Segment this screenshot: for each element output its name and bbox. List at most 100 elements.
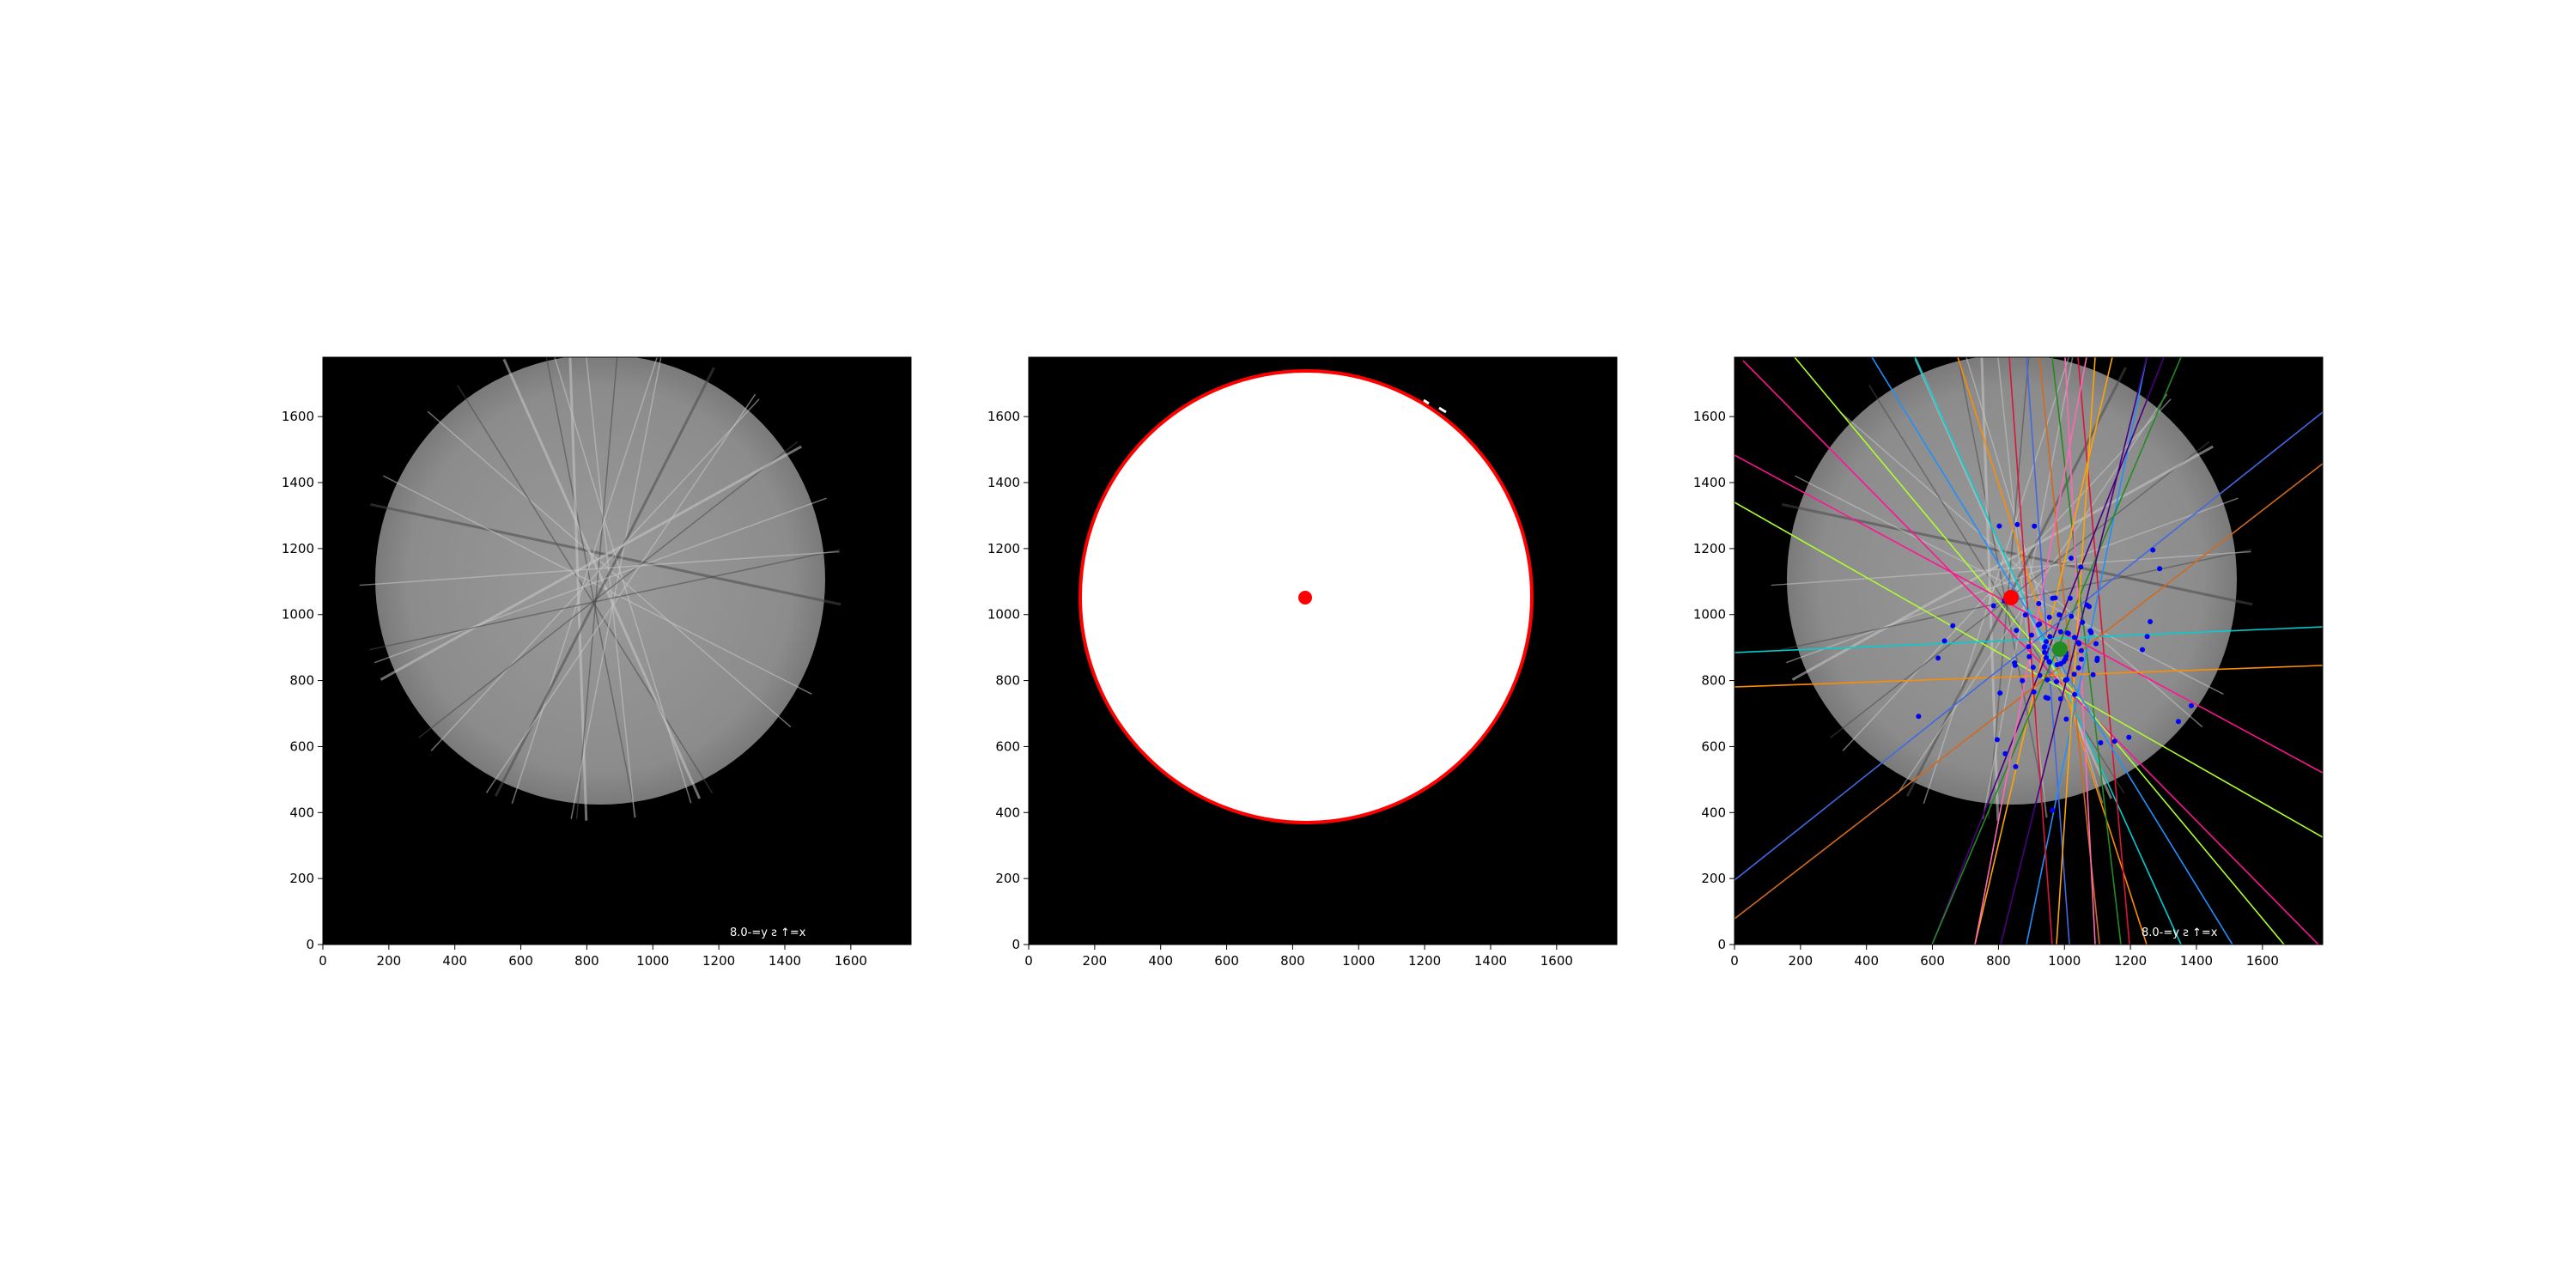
intersection-points <box>1916 521 2194 813</box>
green-center-marker <box>2052 641 2068 657</box>
intersection-point <box>2044 677 2050 683</box>
intersection-point <box>2031 689 2037 695</box>
detected-line <box>1871 357 2233 945</box>
intersection-point <box>2093 641 2099 647</box>
y-tick-label: 400 <box>995 805 1020 820</box>
y-tick-label: 800 <box>1701 673 1726 689</box>
intersection-point <box>1990 603 1996 609</box>
detected-line <box>2000 357 2148 945</box>
intersection-point <box>2057 612 2063 617</box>
panel-line-overlay: 8.0-=y ƨ ↑=x 0 200 400 600 800 1000 1200 1400 16… <box>1693 356 2324 969</box>
intersection-point <box>2076 641 2082 647</box>
x-tick-label: 600 <box>1214 953 1239 969</box>
y-tick-label: 600 <box>289 738 314 754</box>
detected-lines <box>1735 357 2323 945</box>
intersection-point <box>2087 604 2092 610</box>
intersection-point <box>2043 695 2049 701</box>
y-tick-label: 400 <box>1701 805 1726 820</box>
y-tick-label: 1400 <box>282 475 314 490</box>
streak <box>430 398 760 751</box>
x-tick-label: 1200 <box>2114 953 2147 969</box>
streak <box>545 357 637 818</box>
intersection-point <box>2002 750 2008 756</box>
streak <box>1923 357 2070 805</box>
detected-line <box>1735 463 2323 920</box>
x-tick-label: 600 <box>508 953 533 969</box>
streak <box>1791 445 2214 681</box>
y-axis: 0 200 400 600 800 1000 1200 1400 1600 <box>1693 409 1735 952</box>
x-tick-label: 200 <box>1083 953 1108 969</box>
x-axis: 0 200 400 600 800 1000 1200 1400 1600 <box>1730 945 2279 969</box>
y-tick-label: 200 <box>289 871 314 886</box>
panel-grayscale: 8.0-=y ƨ ↑=x 0 200 400 600 800 1000 1200 1400 16… <box>282 356 912 969</box>
intersection-point <box>2150 547 2156 553</box>
intersection-point <box>2026 644 2032 650</box>
intersection-point <box>2014 521 2020 527</box>
intersection-point <box>2057 696 2063 702</box>
x-tick-label: 0 <box>319 953 327 969</box>
intersection-point <box>2012 660 2018 665</box>
intersection-point <box>2063 656 2069 662</box>
red-center-marker <box>2003 590 2019 605</box>
intersection-point <box>2075 665 2081 671</box>
y-tick-label: 1400 <box>987 475 1020 490</box>
intersection-point <box>2029 632 2034 638</box>
intersection-point <box>2037 672 2043 678</box>
streak <box>1897 393 2168 793</box>
x-tick-label: 1400 <box>769 953 801 969</box>
y-tick-label: 1200 <box>1693 541 1726 556</box>
intersection-point <box>2071 671 2077 677</box>
intersection-point <box>2072 691 2078 697</box>
intersection-point <box>2148 619 2154 624</box>
intersection-point <box>2042 649 2047 655</box>
y-axis: 0 200 400 600 800 1000 1200 1400 1600 <box>987 409 1029 952</box>
intersection-point <box>2069 556 2074 561</box>
intersection-point <box>2126 734 2132 740</box>
intersection-point <box>2014 628 2020 634</box>
x-tick-label: 1200 <box>1408 953 1441 969</box>
intersection-point <box>2043 654 2049 660</box>
intersection-point <box>2047 634 2053 640</box>
streak <box>485 393 756 793</box>
x-tick-label: 1200 <box>702 953 735 969</box>
fitted-circle <box>1078 369 1534 824</box>
x-tick-label: 1000 <box>1342 953 1375 969</box>
y-tick-label: 1200 <box>987 541 1020 556</box>
y-tick-label: 200 <box>1701 871 1726 886</box>
corner-text: 8.0-=y ƨ ↑=x <box>2142 927 2218 939</box>
intersection-point <box>1950 623 1956 629</box>
x-tick-label: 1400 <box>2180 953 2213 969</box>
intersection-point <box>2046 614 2052 620</box>
streak <box>511 357 659 805</box>
streak <box>457 385 714 793</box>
x-tick-label: 200 <box>377 953 402 969</box>
streak <box>368 549 841 651</box>
intersection-point <box>2037 621 2043 627</box>
x-tick-label: 800 <box>1280 953 1305 969</box>
texture-streaks <box>359 357 841 821</box>
x-tick-label: 400 <box>442 953 467 969</box>
axes-frame <box>322 356 912 945</box>
intersection-point <box>2026 653 2032 659</box>
intersection-point <box>2036 601 2042 606</box>
intersection-point <box>2088 629 2094 635</box>
intersection-point <box>2044 639 2049 645</box>
streak <box>1957 357 2049 818</box>
x-tick-label: 1000 <box>2048 953 2081 969</box>
streak <box>1997 357 2047 818</box>
intersection-point <box>2057 629 2063 635</box>
y-tick-label: 200 <box>995 871 1020 886</box>
detected-line <box>2038 357 2100 945</box>
intersection-point <box>2030 665 2036 671</box>
intersection-point <box>2013 763 2019 769</box>
detected-line <box>2026 357 2148 945</box>
intersection-point <box>2032 523 2038 529</box>
intersection-point <box>2080 619 2086 625</box>
streak <box>575 357 618 819</box>
intersection-point <box>2052 595 2058 601</box>
intersection-point <box>2079 656 2084 662</box>
y-tick-label: 0 <box>1012 937 1020 952</box>
detected-line <box>2077 357 2130 945</box>
detected-line <box>2056 357 2096 945</box>
